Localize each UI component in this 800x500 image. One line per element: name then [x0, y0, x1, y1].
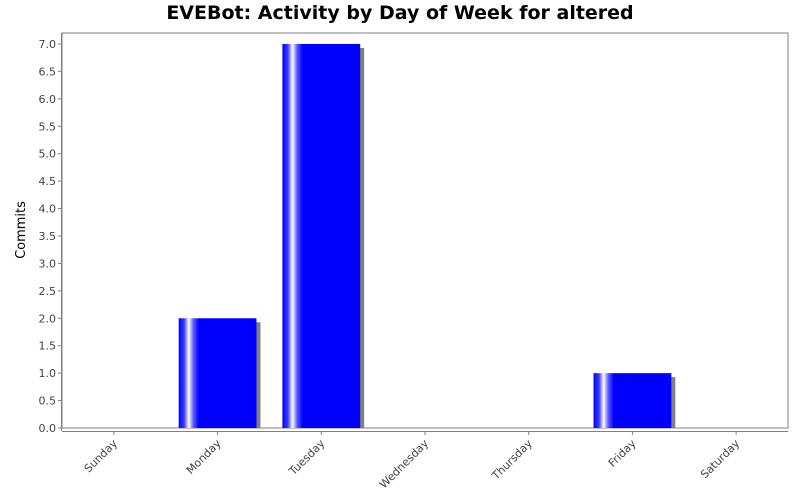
y-tick-label: 4.5 [39, 175, 57, 188]
x-tick-label: Saturday [698, 437, 743, 482]
y-tick-label: 1.5 [39, 340, 57, 353]
x-tick-label: Tuesday [286, 437, 328, 479]
bars-group [178, 43, 676, 428]
y-axis: 0.0 0.5 1.0 1.5 2.0 2.5 3.0 3.5 4.0 4.5 5.0 5.5 6.0 6… [39, 33, 62, 435]
y-tick-label: 1.0 [39, 367, 57, 380]
bar-tuesday [282, 43, 361, 428]
y-tick-label: 2.0 [39, 312, 57, 325]
y-tick-label: 3.5 [39, 230, 57, 243]
bar-monday [178, 318, 257, 428]
y-tick-label: 5.0 [39, 148, 57, 161]
y-tick-label: 0.0 [39, 422, 57, 435]
y-tick-label: 2.5 [39, 285, 57, 298]
y-tick-label: 0.5 [39, 395, 57, 408]
y-tick-label: 6.5 [39, 65, 57, 78]
plot-area [61, 32, 789, 429]
x-tick-label: Friday [606, 437, 639, 470]
y-axis-title: Commits [14, 201, 29, 259]
x-tick-label: Monday [184, 437, 224, 477]
y-tick-label: 7.0 [39, 38, 57, 51]
x-axis: Sunday Monday Tuesday Wednesday Thursday Frid… [62, 431, 788, 492]
plot-border [61, 32, 789, 429]
chart-title: EVEBot: Activity by Day of Week for alte… [166, 2, 634, 24]
x-tick-label: Wednesday [377, 437, 432, 492]
y-tick-label: 3.0 [39, 257, 57, 270]
y-tick-label: 5.5 [39, 120, 57, 133]
y-tick-label: 6.0 [39, 93, 57, 106]
bar-friday [593, 373, 672, 428]
x-tick-label: Thursday [489, 437, 535, 483]
y-tick-label: 4.0 [39, 203, 57, 216]
x-tick-label: Sunday [82, 437, 121, 476]
